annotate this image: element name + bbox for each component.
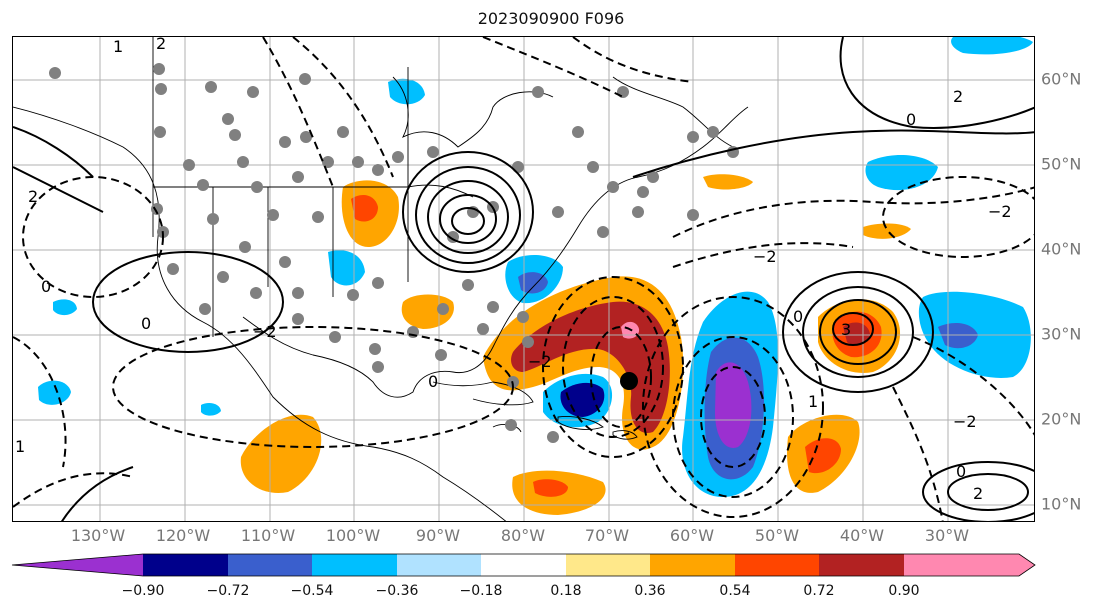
lon-label: 130°W — [70, 526, 126, 545]
lon-label: 110°W — [240, 526, 296, 545]
colorbar-segment — [481, 554, 566, 576]
colorbar-tick: 0.54 — [719, 583, 751, 599]
contour-label: 1 — [808, 392, 818, 411]
map-panel[interactable]: 0 1 2 2 3 −2 0 1 2 0 0 −2 −2 −2 2 0 0 1 … — [12, 36, 1035, 522]
contour-label: 2 — [28, 187, 38, 206]
negative-anomaly-caribbean-core — [560, 382, 605, 417]
lon-label: 80°W — [500, 526, 546, 545]
lat-label: 60°N — [1041, 69, 1082, 89]
colorbar-segment — [819, 554, 904, 576]
lon-label: 90°W — [415, 526, 461, 545]
contour-label: 2 — [156, 37, 166, 53]
colorbar-tick: −0.18 — [459, 583, 503, 599]
lon-label: 120°W — [155, 526, 211, 545]
positive-anomaly-south-atlantic-core — [805, 438, 841, 474]
contour-label: 2 — [973, 484, 983, 503]
coastlines — [13, 37, 749, 521]
contour-label: −2 — [988, 202, 1012, 221]
contour-label: −2 — [753, 247, 777, 266]
positive-anomaly-us-north-core — [351, 195, 378, 222]
colorbar-segment — [904, 554, 1019, 576]
contour-label: 0 — [428, 372, 438, 391]
graticule — [13, 37, 1034, 521]
negative-anomaly-pacific-sw — [53, 299, 77, 316]
contour-label: −2 — [253, 322, 277, 341]
colorbar — [11, 553, 1036, 577]
contour-label: −2 — [528, 352, 552, 371]
solid-contours — [13, 37, 1034, 521]
lon-label: 70°W — [584, 526, 630, 545]
colorbar-tick: −0.90 — [121, 583, 165, 599]
contour-label: −2 — [953, 412, 977, 431]
colorbar-tick: 0.18 — [550, 583, 582, 599]
contour-label: 1 — [15, 437, 25, 456]
positive-anomaly-newfoundland — [703, 174, 753, 190]
negative-anomaly-mexico — [201, 403, 221, 416]
contour-label: 0 — [956, 462, 966, 481]
map-canvas: 0 1 2 2 3 −2 0 1 2 0 0 −2 −2 −2 2 0 0 1 … — [13, 37, 1034, 521]
lat-label: 30°N — [1041, 324, 1082, 344]
colorbar-segment — [312, 554, 397, 576]
lat-label: 20°N — [1041, 409, 1082, 429]
colorbar-tick: 0.90 — [888, 583, 920, 599]
map-title: 2023090900 F096 — [477, 9, 625, 28]
contour-label: 2 — [953, 87, 963, 106]
negative-anomaly-pacific-west — [38, 380, 71, 405]
colorbar-tick: 0.72 — [803, 583, 835, 599]
negative-anomaly-hudson — [388, 78, 425, 105]
colorbar-extend-high — [1019, 554, 1035, 576]
contour-label: 0 — [141, 314, 151, 333]
colorbar-tick: −0.36 — [375, 583, 419, 599]
positive-anomaly-mid-atlantic-north — [863, 223, 911, 239]
colorbar-segment — [566, 554, 650, 576]
contour-label: 0 — [41, 277, 51, 296]
contour-labels: 0 1 2 2 3 −2 0 1 2 0 0 −2 −2 −2 2 0 0 1 … — [15, 37, 1012, 503]
colorbar-segments — [12, 554, 1035, 576]
contour-label: 1 — [113, 37, 123, 56]
lat-label: 50°N — [1041, 154, 1082, 174]
positive-anomaly-pacific — [240, 414, 322, 493]
colorbar-tick: 0.36 — [634, 583, 666, 599]
negative-anomaly-east-us-core — [518, 272, 548, 294]
lon-label: 30°W — [924, 526, 970, 545]
contour-label: 0 — [793, 307, 803, 326]
contour-label: 0 — [906, 110, 916, 129]
negative-anomaly-central-atlantic-core — [715, 362, 752, 448]
lon-label: 100°W — [325, 526, 381, 545]
storm-center-marker[interactable] — [620, 372, 638, 390]
colorbar-segment — [650, 554, 735, 576]
positive-anomaly-central-america-core — [533, 479, 568, 497]
negative-anomaly-greenland — [951, 37, 1033, 55]
lat-label: 40°N — [1041, 239, 1082, 259]
negative-anomaly-northeast-atlantic — [865, 155, 938, 191]
lon-label: 60°W — [669, 526, 715, 545]
colorbar-segment — [143, 554, 228, 576]
lon-label: 50°W — [754, 526, 800, 545]
colorbar-segment — [228, 554, 312, 576]
positive-anomaly-gulf — [401, 294, 454, 329]
lon-label: 40°W — [839, 526, 885, 545]
colorbar-segment — [397, 554, 481, 576]
contour-label: 3 — [841, 320, 851, 339]
colorbar-tick: −0.54 — [290, 583, 334, 599]
colorbar-tick: −0.72 — [206, 583, 250, 599]
lat-label: 10°N — [1041, 494, 1082, 514]
colorbar-extend-low — [12, 554, 143, 576]
dashed-contours — [13, 37, 1034, 521]
negative-anomaly-texas — [328, 250, 365, 286]
colorbar-segment — [735, 554, 819, 576]
